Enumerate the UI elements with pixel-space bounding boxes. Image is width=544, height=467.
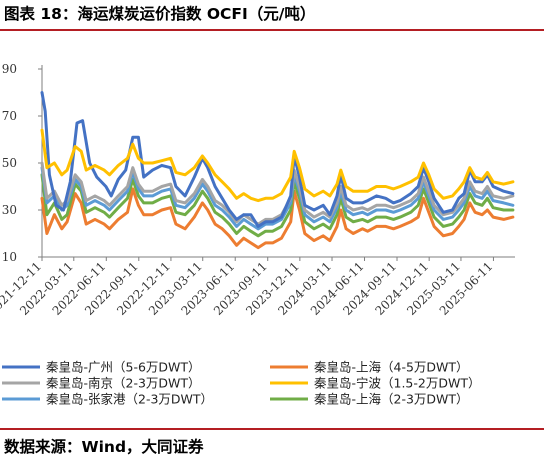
legend-label: 秦皇岛-宁波（1.5-2万DWT）	[314, 376, 480, 391]
y-tick-label: 10	[2, 250, 17, 264]
figure-source: 数据来源：Wind，大同证券	[4, 438, 204, 456]
x-axis: 2021-12-112022-03-112022-06-112022-09-11…	[0, 256, 515, 318]
legend-label: 秦皇岛-南京（2-3万DWT）	[46, 376, 201, 391]
legend-item-1: 秦皇岛-广州（5-6万DWT）	[2, 360, 201, 375]
y-tick-label: 30	[2, 203, 17, 217]
plot-area	[40, 91, 515, 250]
legend-item-3: 秦皇岛-南京（2-3万DWT）	[2, 376, 201, 391]
legend-label: 秦皇岛-张家港（2-3万DWT）	[46, 392, 213, 407]
legend-item-2: 秦皇岛-上海（4-5万DWT）	[270, 360, 469, 375]
legend-label: 秦皇岛-上海（2-3万DWT）	[314, 392, 469, 407]
legend-item-4: 秦皇岛-宁波（1.5-2万DWT）	[270, 376, 480, 391]
y-tick-label: 50	[2, 156, 17, 170]
legend-item-5: 秦皇岛-张家港（2-3万DWT）	[2, 392, 213, 407]
legend: 秦皇岛-广州（5-6万DWT） 秦皇岛-上海（4-5万DWT） 秦皇岛-南京（2-3…	[2, 360, 480, 407]
line-chart: 10 30 50 70 90 2021-12-112022-03-112022-06-1…	[0, 62, 515, 407]
title-divider	[0, 29, 544, 31]
legend-item-6: 秦皇岛-上海（2-3万DWT）	[270, 392, 469, 407]
y-tick-label: 70	[2, 109, 17, 123]
legend-label: 秦皇岛-上海（4-5万DWT）	[314, 360, 469, 375]
legend-label: 秦皇岛-广州（5-6万DWT）	[46, 360, 201, 375]
series-line-5	[40, 166, 515, 231]
source-divider	[0, 428, 544, 430]
series-line-2	[40, 187, 515, 250]
series-line-6	[40, 173, 515, 238]
y-tick-label: 90	[2, 62, 17, 76]
y-axis: 10 30 50 70 90	[2, 62, 43, 264]
series-line-1	[40, 91, 515, 228]
figure-title: 图表 18：海运煤炭运价指数 OCFI（元/吨）	[4, 5, 316, 23]
series-line-4	[40, 128, 515, 203]
